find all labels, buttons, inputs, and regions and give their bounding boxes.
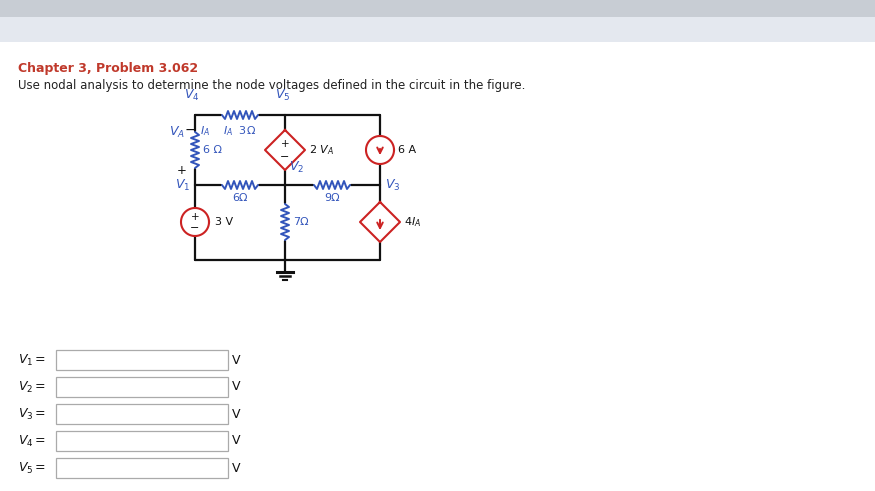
Text: V: V [232,435,241,447]
Bar [56,431,228,451]
Text: 6Ω: 6Ω [232,193,248,203]
Text: +: + [177,164,187,177]
Bar [0,17,875,42]
Text: $V_5$: $V_5$ [276,88,290,103]
Text: $V_4=$: $V_4=$ [18,434,46,449]
Text: $V_2=$: $V_2=$ [18,380,46,395]
Text: $V_3$: $V_3$ [385,177,401,192]
Bar [56,458,228,478]
Bar [56,404,228,424]
Text: Chapter 3, Problem 3.062: Chapter 3, Problem 3.062 [18,62,198,75]
Text: $V_2$: $V_2$ [289,160,304,175]
Text: $V_5=$: $V_5=$ [18,461,46,476]
Text: V: V [232,462,241,474]
Text: 3 V: 3 V [215,217,233,227]
Bar [0,0,875,17]
Bar [56,377,228,397]
Text: $V_1=$: $V_1=$ [18,353,46,368]
Text: +: + [191,212,200,222]
Text: $V_1$: $V_1$ [175,177,190,192]
Text: 4$I_A$: 4$I_A$ [404,215,421,229]
Text: −: − [191,223,200,233]
Text: V: V [232,381,241,393]
Text: V: V [232,354,241,366]
Text: 6 A: 6 A [398,145,416,155]
Text: $I_A$  3Ω: $I_A$ 3Ω [223,124,256,138]
Text: 9Ω: 9Ω [325,193,340,203]
Text: +: + [281,139,290,149]
Text: V: V [232,408,241,420]
Text: 6 Ω: 6 Ω [203,145,222,155]
Text: $V_3=$: $V_3=$ [18,407,46,422]
Text: 7Ω: 7Ω [293,217,309,227]
Text: $V_4$: $V_4$ [185,88,200,103]
Text: $V_A$: $V_A$ [169,125,185,140]
Text: −: − [185,123,196,137]
Text: $I_A$: $I_A$ [200,124,210,138]
Text: Use nodal analysis to determine the node voltages defined in the circuit in the : Use nodal analysis to determine the node… [18,79,525,92]
Text: 2 $V_A$: 2 $V_A$ [309,143,334,157]
Bar [56,350,228,370]
Text: −: − [280,152,290,162]
